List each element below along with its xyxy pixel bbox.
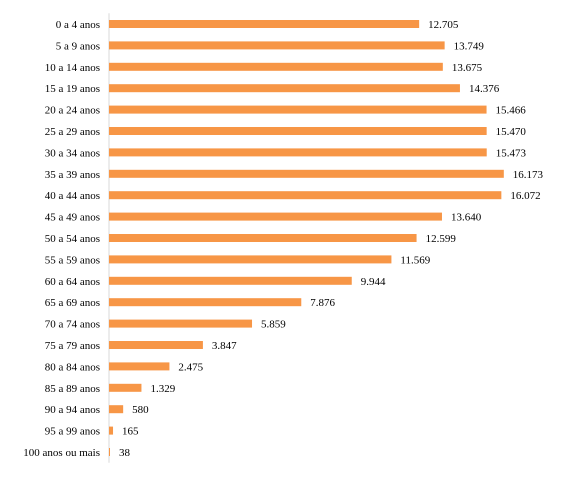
category-label: 75 a 79 anos bbox=[45, 340, 100, 352]
category-labels-group: 0 a 4 anos 5 a 9 anos 10 a 14 anos 15 a 19 … bbox=[23, 19, 100, 459]
value-label: 12.705 bbox=[428, 19, 459, 31]
value-label: 13.749 bbox=[454, 40, 485, 52]
category-label: 65 a 69 anos bbox=[45, 297, 100, 309]
bar bbox=[109, 426, 114, 435]
bars-group bbox=[109, 20, 504, 456]
category-label: 50 a 54 anos bbox=[45, 233, 100, 245]
bar bbox=[109, 276, 352, 285]
category-label: 90 a 94 anos bbox=[45, 404, 100, 416]
category-label: 25 a 29 anos bbox=[45, 126, 100, 138]
bar bbox=[109, 191, 502, 200]
bar bbox=[109, 383, 142, 392]
category-label: 20 a 24 anos bbox=[45, 105, 100, 117]
bar bbox=[109, 169, 504, 178]
category-label: 10 a 14 anos bbox=[45, 62, 100, 74]
category-label: 0 a 4 anos bbox=[56, 19, 100, 31]
value-label: 15.473 bbox=[496, 147, 527, 159]
category-label: 70 a 74 anos bbox=[45, 319, 100, 331]
value-label: 580 bbox=[132, 404, 149, 416]
bar bbox=[109, 234, 417, 242]
value-label: 14.376 bbox=[469, 83, 500, 95]
bar bbox=[109, 41, 445, 50]
bar bbox=[109, 127, 487, 135]
bar bbox=[109, 255, 392, 264]
value-label: 1.329 bbox=[150, 383, 175, 395]
bar bbox=[109, 362, 170, 371]
category-label: 55 a 59 anos bbox=[45, 254, 100, 266]
category-label: 5 a 9 anos bbox=[56, 40, 100, 52]
value-label: 12.599 bbox=[426, 233, 457, 245]
bar bbox=[109, 298, 302, 307]
category-label: 95 a 99 anos bbox=[45, 426, 100, 438]
category-label: 60 a 64 anos bbox=[45, 276, 100, 288]
bar bbox=[109, 148, 487, 157]
value-label: 16.173 bbox=[513, 169, 544, 181]
value-labels-group: 12.705 13.749 13.675 14.376 15.466 15.470 15.4… bbox=[119, 19, 544, 459]
category-label: 85 a 89 anos bbox=[45, 383, 100, 395]
value-label: 5.859 bbox=[261, 319, 286, 331]
bar bbox=[109, 341, 203, 349]
value-label: 2.475 bbox=[178, 361, 203, 373]
category-label: 15 a 19 anos bbox=[45, 83, 100, 95]
value-label: 16.072 bbox=[510, 190, 540, 202]
value-label: 3.847 bbox=[212, 340, 237, 352]
bar bbox=[109, 105, 487, 114]
value-label: 15.470 bbox=[496, 126, 527, 138]
bar bbox=[109, 62, 443, 71]
value-label: 13.640 bbox=[451, 212, 482, 224]
value-label: 15.466 bbox=[496, 105, 527, 117]
category-label: 40 a 44 anos bbox=[45, 190, 100, 202]
value-label: 9.944 bbox=[361, 276, 386, 288]
bar bbox=[109, 20, 420, 28]
value-label: 11.569 bbox=[400, 254, 430, 266]
category-label: 100 anos ou mais bbox=[23, 447, 100, 459]
category-label: 45 a 49 anos bbox=[45, 212, 100, 224]
category-label: 30 a 34 anos bbox=[45, 147, 100, 159]
category-label: 80 a 84 anos bbox=[45, 361, 100, 373]
bar bbox=[109, 405, 124, 414]
value-label: 7.876 bbox=[310, 297, 335, 309]
bar bbox=[109, 84, 460, 93]
bar bbox=[109, 319, 253, 328]
value-label: 165 bbox=[122, 426, 139, 438]
bar bbox=[109, 212, 442, 221]
bar bbox=[109, 448, 110, 456]
value-label: 38 bbox=[119, 447, 131, 459]
category-label: 35 a 39 anos bbox=[45, 169, 100, 181]
value-label: 13.675 bbox=[452, 62, 483, 74]
